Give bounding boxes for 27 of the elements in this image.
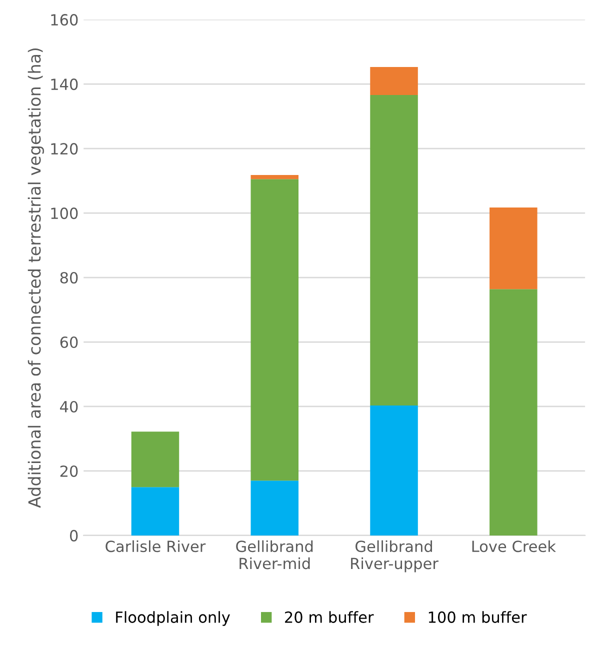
- y-tick-label: 140: [51, 78, 78, 90]
- x-tick-label: Gellibrand River-mid: [236, 540, 313, 570]
- bar: [250, 174, 298, 180]
- bar: [370, 66, 418, 96]
- legend-label: 20 m buffer: [285, 611, 374, 623]
- y-tick-label: 0: [70, 530, 78, 542]
- y-tick-label: 20: [60, 465, 78, 477]
- y-tick-label: 160: [51, 14, 78, 26]
- bar: [250, 480, 298, 536]
- bar: [370, 95, 418, 406]
- bar: [131, 432, 180, 488]
- x-tick-label: Carlisle River: [106, 540, 206, 552]
- x-tick-label: Gellibrand River-upper: [351, 540, 438, 572]
- bar: [490, 208, 538, 290]
- x-tick-label: Love Creek: [472, 540, 556, 552]
- y-tick-label: 60: [60, 336, 78, 348]
- bar: [490, 289, 538, 536]
- y-tick-label: 120: [51, 143, 78, 155]
- y-tick-label: 40: [60, 400, 78, 413]
- bar: [131, 487, 180, 536]
- legend-label: 100 m buffer: [428, 611, 527, 623]
- y-axis-title: Additional area of connected terrestrial vegetation (ha): [28, 48, 44, 508]
- bar: [370, 406, 418, 536]
- y-tick-label: 100: [51, 208, 78, 220]
- legend-label: Floodplain only: [116, 611, 230, 626]
- y-tick-label: 80: [60, 272, 78, 284]
- bar: [250, 179, 298, 481]
